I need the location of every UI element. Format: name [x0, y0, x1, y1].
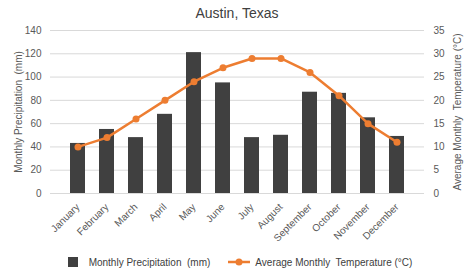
svg-text:10: 10	[434, 141, 446, 152]
svg-text:60: 60	[30, 118, 42, 129]
svg-text:March: March	[112, 201, 139, 228]
svg-text:5: 5	[434, 164, 440, 175]
svg-text:October: October	[309, 201, 343, 235]
svg-text:20: 20	[434, 95, 446, 106]
svg-text:June: June	[204, 201, 227, 224]
svg-text:August: August	[254, 201, 285, 231]
html-text:Monthly Precipitation (mm): Monthly Precipitation (mm)	[88, 256, 211, 268]
svg-text:20: 20	[30, 164, 42, 175]
svg-text:November: November	[331, 201, 372, 242]
svg-text:30: 30	[434, 48, 446, 59]
svg-text:Average Monthly Temperature (: Average Monthly Temperature (°C)	[452, 33, 463, 190]
svg-text:0: 0	[434, 188, 440, 199]
svg-text:40: 40	[30, 141, 42, 152]
svg-text:April: April	[147, 201, 169, 223]
svg-text:September: September	[271, 201, 314, 244]
svg-text:May: May	[177, 201, 198, 222]
svg-text:120: 120	[25, 48, 42, 59]
svg-text:January: January	[48, 201, 82, 235]
svg-text:140: 140	[25, 25, 42, 36]
svg-text:July: July	[235, 201, 255, 221]
svg-text:December: December	[360, 201, 401, 242]
svg-text:0: 0	[36, 188, 42, 199]
svg-text:80: 80	[30, 95, 42, 106]
svg-text:25: 25	[434, 71, 446, 82]
svg-text:February: February	[75, 201, 111, 237]
svg-text:Monthly Precipitation (mm): Monthly Precipitation (mm)	[13, 51, 24, 173]
svg-text:15: 15	[434, 118, 446, 129]
html-text:Average Monthly Temperature (°: Average Monthly Temperature (°C)	[255, 256, 413, 268]
svg-text:100: 100	[25, 71, 42, 82]
svg-text:35: 35	[434, 25, 446, 36]
html-text:Austin, Texas: Austin, Texas	[195, 5, 279, 21]
